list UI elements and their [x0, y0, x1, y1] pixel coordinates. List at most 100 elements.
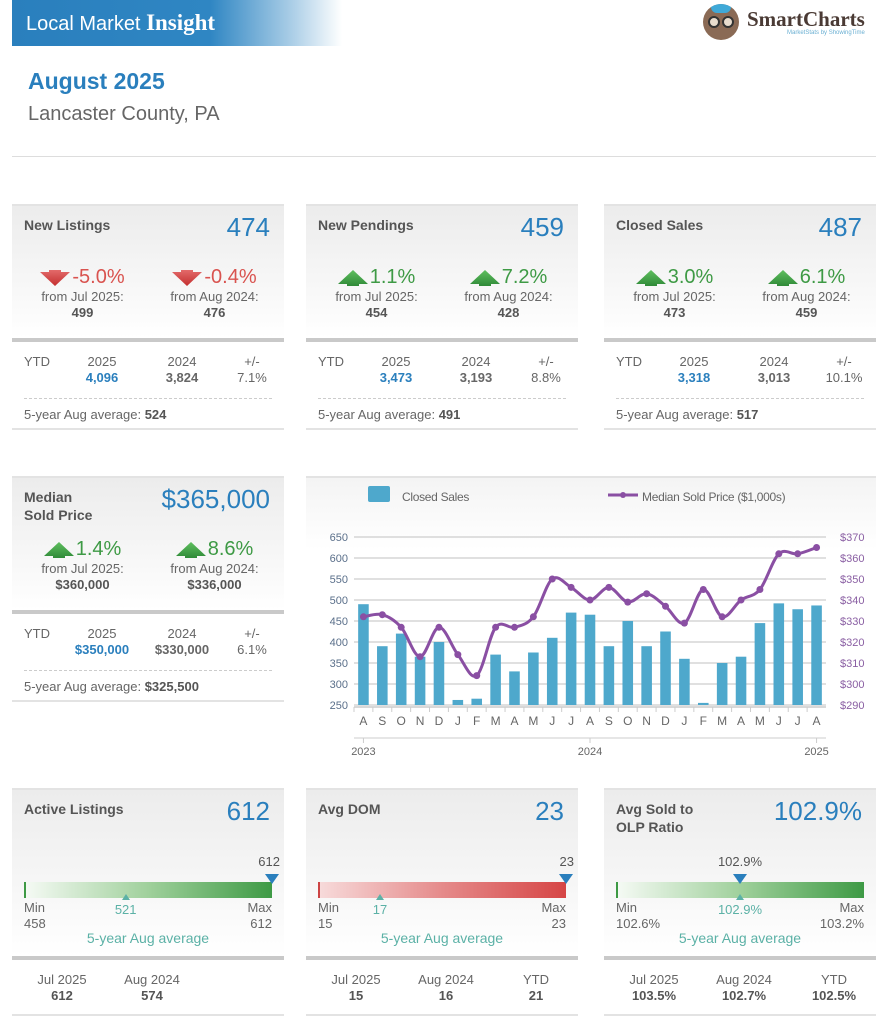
change-pct: 1.4% — [75, 538, 122, 560]
left-axis-tick: 300 — [330, 679, 348, 691]
arrow-up-icon — [767, 269, 798, 286]
change-prev-value: 476 — [203, 305, 226, 320]
change-from-label: from Jul 2025: — [41, 561, 124, 576]
change-pct: 6.1% — [799, 266, 846, 288]
average-value-label: 17 — [372, 902, 388, 917]
x-axis-label: M — [755, 714, 765, 728]
median-price-point — [813, 544, 821, 551]
gauge-bar — [24, 882, 272, 898]
right-axis-tick: $350 — [840, 574, 864, 586]
median-price-point — [378, 611, 386, 619]
gauge-max: Max 103.2% — [819, 900, 864, 931]
change-year: 7.2% from Aug 2024: 428 — [446, 266, 571, 321]
median-price-point — [775, 550, 783, 558]
change-from-label: from Jul 2025: — [41, 289, 124, 304]
ytd-value-prior: $330,000 — [154, 642, 210, 657]
year-label: 2024 — [578, 746, 602, 758]
change-from-label: from Jul 2025: — [633, 289, 716, 304]
card-title: Avg Sold to OLP Ratio — [616, 801, 694, 835]
x-axis-label: M — [491, 714, 501, 728]
change-prev-value: 428 — [497, 305, 520, 320]
ytd-diff-label: +/- — [244, 626, 260, 641]
median-price-point — [454, 651, 462, 659]
bar-closed-sales — [811, 605, 822, 705]
ytd-value-current: 4,096 — [85, 370, 119, 385]
x-axis-label: F — [473, 714, 480, 728]
five-year-average: 5-year Aug average: 491 — [306, 398, 578, 430]
left-axis-tick: 400 — [330, 637, 348, 649]
x-axis-label: J — [795, 714, 801, 728]
change-prev-value: $360,000 — [55, 577, 110, 592]
ytd-year-current: 2025 — [381, 354, 411, 369]
logo-tagline: MarketStats by ShowingTime — [787, 30, 865, 36]
right-axis-tick: $290 — [840, 700, 864, 712]
ytd-section: YTD 2025 2024 +/- 3,473 3,193 8.8% — [306, 342, 578, 399]
year-label: 2025 — [804, 746, 828, 758]
median-price-point — [586, 596, 594, 604]
arrow-up-icon — [337, 269, 368, 286]
card-value: 487 — [818, 212, 862, 242]
gauge-bar — [318, 882, 566, 898]
arrow-down-icon — [40, 269, 71, 286]
median-price-point — [529, 613, 537, 621]
average-value-label: 521 — [114, 902, 137, 917]
ytd-diff: 8.8% — [531, 370, 561, 385]
gauge-max: Max 23 — [541, 900, 566, 931]
card-value: 474 — [226, 212, 270, 242]
bar-closed-sales — [735, 656, 747, 705]
gauge-card: Active Listings 612 612 521 Min 458 Max 61… — [12, 788, 284, 1016]
bar-closed-sales — [565, 612, 577, 705]
arrow-up-icon — [635, 269, 666, 286]
average-marker-icon — [736, 894, 744, 900]
change-from-label: from Aug 2024: — [170, 289, 259, 304]
change-from-label: from Aug 2024: — [762, 289, 851, 304]
header-banner: Local Market Insight — [12, 0, 342, 46]
ytd-label: YTD — [616, 354, 642, 369]
x-axis-label: A — [359, 714, 367, 728]
ytd-year-current: 2025 — [679, 354, 709, 369]
change-year: -0.4% from Aug 2024: 476 — [152, 266, 277, 321]
ytd-diff: 10.1% — [825, 370, 863, 385]
ytd-diff: 6.1% — [237, 642, 267, 657]
card-header: Median Sold Price $365,000 1.4% from Jul … — [12, 476, 284, 614]
average-marker-icon — [376, 894, 384, 900]
ytd-diff: 7.1% — [237, 370, 267, 385]
current-marker-icon — [265, 874, 279, 884]
change-from-label: from Jul 2025: — [335, 289, 418, 304]
divider — [12, 156, 876, 157]
median-price-point — [624, 598, 632, 606]
change-pct: 8.6% — [207, 538, 254, 560]
x-axis-label: A — [813, 714, 821, 728]
card-value: 612 — [226, 796, 270, 826]
left-axis-tick: 650 — [330, 532, 348, 544]
right-axis-tick: $310 — [840, 658, 864, 670]
median-price-point — [359, 613, 367, 621]
right-axis-tick: $300 — [840, 679, 864, 691]
comparison-item: Aug 2024 574 — [124, 972, 180, 1003]
ytd-diff-label: +/- — [836, 354, 852, 369]
bar-closed-sales — [433, 642, 445, 705]
card-title: Avg DOM — [318, 801, 381, 817]
median-price-point — [794, 550, 802, 558]
bar-closed-sales — [679, 658, 690, 705]
x-axis-label: N — [642, 714, 651, 728]
metric-card: New Pendings 459 1.1% from Jul 2025: 454… — [306, 204, 578, 430]
owl-logo-icon — [703, 4, 739, 40]
median-price-point — [397, 623, 405, 631]
ytd-year-prior: 2024 — [167, 354, 197, 369]
card-title: New Listings — [24, 217, 111, 233]
ytd-label: YTD — [24, 354, 50, 369]
average-value-label: 102.9% — [717, 902, 763, 917]
bar-closed-sales — [603, 646, 615, 705]
change-from-label: from Aug 2024: — [170, 561, 259, 576]
legend-closed-sales: Closed Sales — [402, 490, 470, 504]
bar-closed-sales — [773, 603, 785, 705]
ytd-year-prior: 2024 — [461, 354, 491, 369]
x-axis-label: J — [681, 714, 687, 728]
comparison-item: Jul 2025 612 — [37, 972, 87, 1003]
card-header: New Pendings 459 1.1% from Jul 2025: 454… — [306, 204, 578, 342]
card-title: Closed Sales — [616, 217, 704, 233]
x-axis-label: A — [737, 714, 745, 728]
change-from-label: from Aug 2024: — [464, 289, 553, 304]
ytd-section: YTD 2025 2024 +/- 4,096 3,824 7.1% — [12, 342, 284, 399]
